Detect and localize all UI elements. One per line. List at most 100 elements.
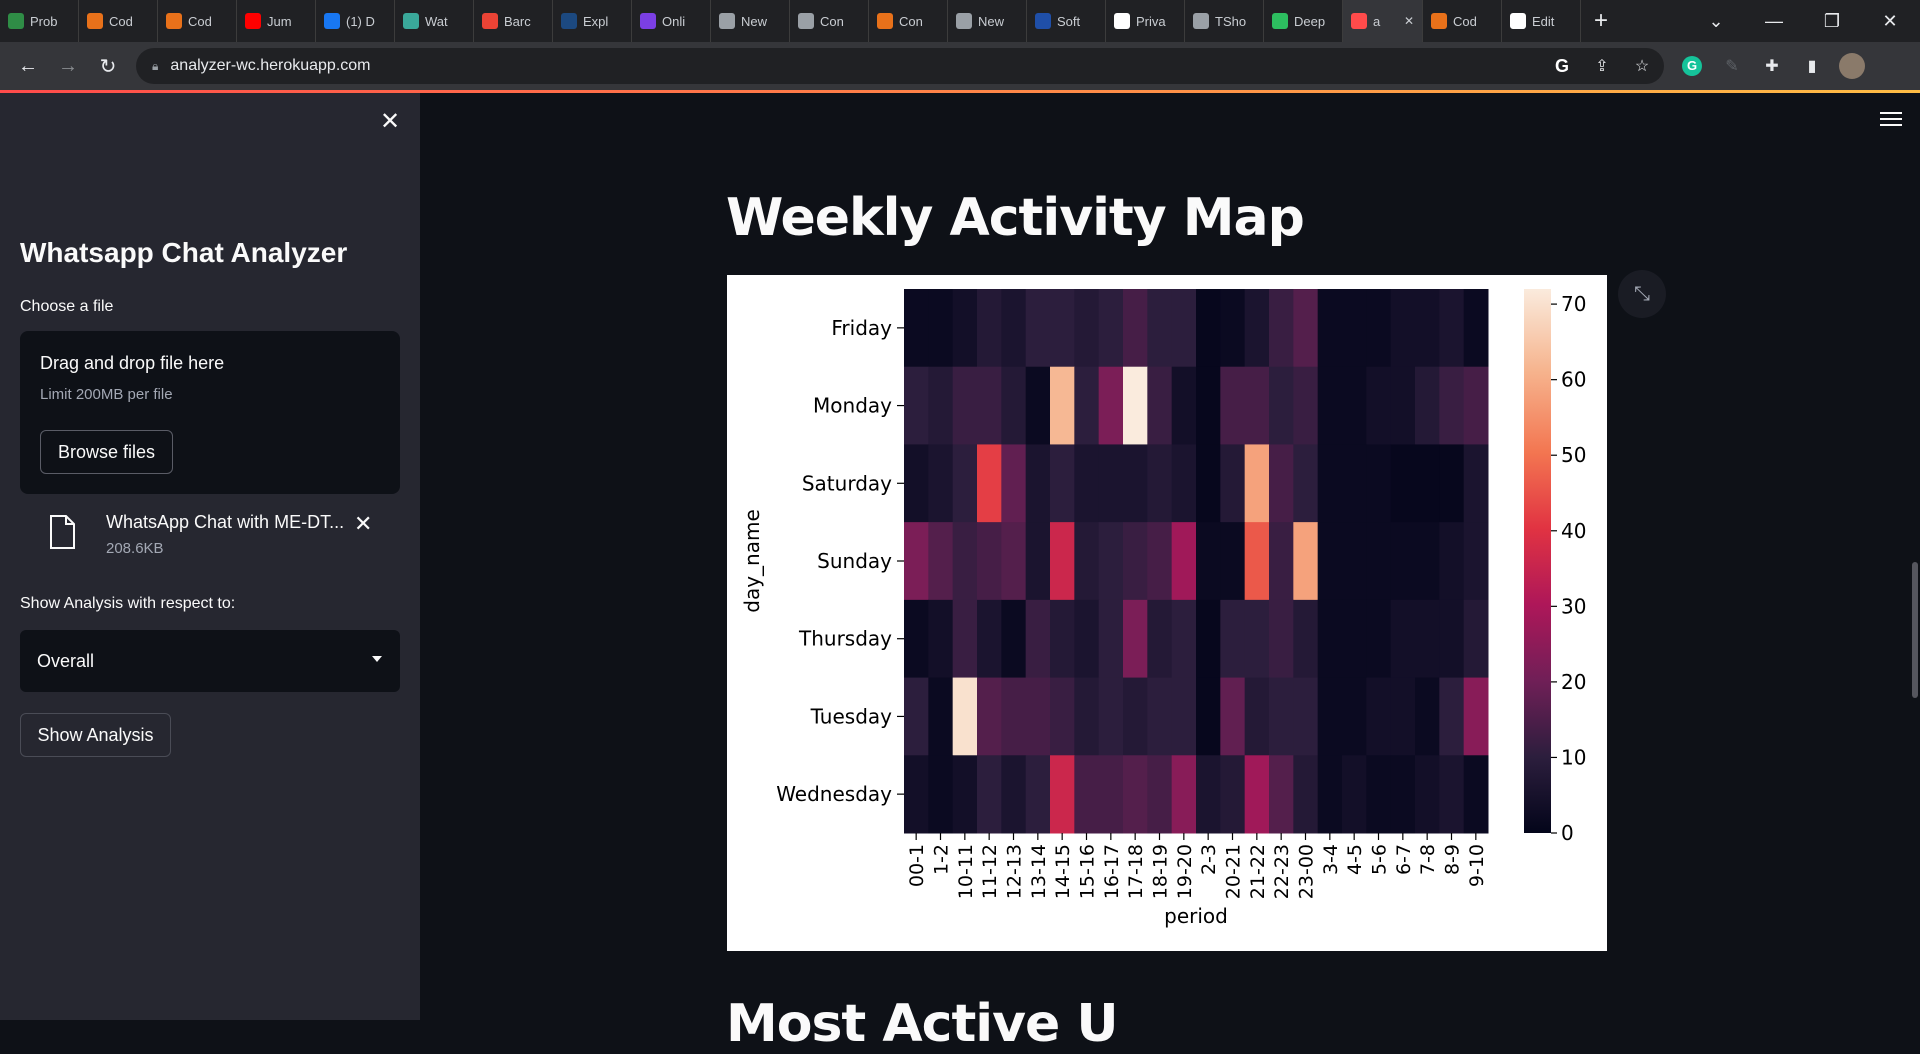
tab-title: New	[741, 13, 768, 29]
profile-avatar[interactable]	[1838, 52, 1866, 80]
colorbar-tick-label: 70	[1561, 292, 1586, 316]
browser-tab[interactable]: Barc	[474, 0, 553, 42]
heatmap-cell	[1123, 366, 1148, 445]
x-tick-label: 1-2	[931, 844, 953, 875]
browser-tab[interactable]: Prob	[0, 0, 79, 42]
new-tab-icon[interactable]: +	[1593, 7, 1608, 34]
heatmap-cell	[1001, 599, 1027, 679]
x-tick-label: 23-00	[1296, 844, 1318, 899]
grammarly-icon[interactable]: G	[1678, 52, 1706, 80]
heatmap-cell	[1244, 366, 1270, 445]
extensions-puzzle-icon[interactable]: ✚	[1765, 58, 1779, 75]
heatmap-cell	[1366, 444, 1392, 523]
heatmap-cell	[1439, 366, 1465, 445]
heatmap-cell	[1025, 599, 1051, 679]
heatmap-cell	[1001, 755, 1027, 834]
tab-title: Deep	[1294, 13, 1326, 29]
heatmap-cell	[1317, 755, 1343, 834]
heatmap-cell	[1196, 522, 1221, 601]
heatmap-cell	[1293, 599, 1319, 679]
browser-tab[interactable]: Edit	[1502, 0, 1581, 42]
heatmap-cell	[1269, 677, 1294, 756]
back-icon[interactable]: ←	[18, 54, 38, 77]
url-text[interactable]: analyzer-wc.herokuapp.com	[170, 57, 371, 74]
heatmap-cell	[1147, 444, 1173, 523]
heatmap-cell	[1074, 366, 1100, 445]
browser-tab[interactable]: Onli	[632, 0, 711, 42]
heatmap-cell	[977, 522, 1002, 601]
browser-tab-bar: Prob Cod Cod Jum (1) D Wat Barc Expl Onli New Con C…	[0, 0, 1920, 42]
browser-tab[interactable]: Wat	[395, 0, 474, 42]
show-analysis-button[interactable]: Show Analysis	[20, 713, 171, 757]
fullscreen-icon[interactable]: ⤡	[1618, 270, 1666, 318]
heatmap-cell	[1342, 444, 1367, 523]
close-window-icon[interactable]: ✕	[1882, 10, 1898, 31]
browser-tab[interactable]: Jum	[237, 0, 316, 42]
chevron-down-icon	[372, 656, 382, 662]
side-panel-icon[interactable]: ▮	[1807, 58, 1817, 75]
forward-icon[interactable]: →	[58, 54, 78, 77]
sidebar-title: Whatsapp Chat Analyzer	[20, 237, 348, 268]
browser-tab[interactable]: New	[948, 0, 1027, 42]
browser-tab[interactable]: Con	[869, 0, 948, 42]
browser-tab[interactable]: Soft	[1027, 0, 1106, 42]
reload-icon[interactable]: ↻	[99, 55, 117, 78]
heatmap-cell	[1244, 522, 1270, 601]
bookmark-star-icon[interactable]: ☆	[1634, 58, 1650, 75]
browser-tab[interactable]: TSho	[1185, 0, 1264, 42]
lock-icon[interactable]: 🔒︎	[152, 58, 159, 73]
heatmap-cell	[1244, 599, 1270, 679]
github-icon	[1510, 13, 1526, 29]
google-icon[interactable]: G	[1554, 55, 1569, 76]
heatmap-cell	[904, 444, 929, 523]
tab-title: Soft	[1057, 13, 1081, 29]
remove-file-icon[interactable]: ✕	[354, 511, 373, 536]
heatmap-cell	[1317, 599, 1343, 679]
sidebar: ✕ Whatsapp Chat Analyzer Choose a file D…	[0, 93, 420, 1020]
close-tab-icon[interactable]: ✕	[1403, 14, 1414, 28]
heatmap-cell	[928, 755, 954, 834]
extension-pin-icon[interactable]: ✎	[1725, 58, 1739, 75]
heatmap-cell	[1050, 289, 1075, 368]
heatmap-cell	[1147, 599, 1173, 679]
user-select[interactable]: Overall	[20, 630, 400, 692]
browser-tab[interactable]: Con	[790, 0, 869, 42]
heatmap-cell	[952, 755, 978, 834]
browser-tab[interactable]: New	[711, 0, 790, 42]
omnibox[interactable]: 🔒︎ analyzer-wc.herokuapp.com	[136, 48, 1664, 84]
share-icon[interactable]: ⇪	[1595, 58, 1609, 75]
tab-search-icon[interactable]: ⌄	[1708, 10, 1724, 31]
uploaded-file-name: WhatsApp Chat with ME-DT...	[106, 512, 345, 532]
heatmap-cell	[928, 289, 954, 368]
heatmap-cell	[1439, 522, 1465, 601]
browser-tab[interactable]: Cod	[158, 0, 237, 42]
heatmap-cell	[1415, 522, 1440, 601]
y-tick-label: Saturday	[802, 471, 892, 495]
browser-tab[interactable]: Cod	[79, 0, 158, 42]
scrollbar-thumb[interactable]	[1912, 562, 1918, 698]
x-axis-label: period	[1164, 904, 1228, 928]
heatmap-cell	[1439, 677, 1465, 756]
file-dropzone[interactable]: Drag and drop file here Limit 200MB per …	[20, 331, 400, 494]
close-sidebar-icon[interactable]: ✕	[379, 107, 401, 135]
heatmap-cell	[1001, 289, 1027, 368]
browse-files-button[interactable]: Browse files	[40, 430, 173, 474]
browser-tab[interactable]: Cod	[1423, 0, 1502, 42]
minimize-icon[interactable]: —	[1765, 10, 1783, 31]
heatmap-cell	[928, 522, 954, 601]
heatmap-cell	[1074, 755, 1100, 834]
heatmap-cell	[1098, 366, 1124, 445]
browser-tab[interactable]: (1) D	[316, 0, 395, 42]
tab-title: Expl	[583, 13, 609, 29]
restore-icon[interactable]: ❐	[1823, 10, 1841, 31]
heatmap-cell	[1220, 366, 1246, 445]
browser-tab[interactable]: a ✕	[1343, 0, 1423, 42]
browser-tab[interactable]: Expl	[553, 0, 632, 42]
user-select-value: Overall	[37, 650, 95, 671]
browser-tab[interactable]: Deep	[1264, 0, 1343, 42]
heatmap-cell	[977, 289, 1002, 368]
browser-tab[interactable]: Priva	[1106, 0, 1185, 42]
main-menu-icon[interactable]	[1880, 112, 1902, 130]
heatmap-cell	[928, 677, 954, 756]
heatmap-cell	[1269, 522, 1294, 601]
